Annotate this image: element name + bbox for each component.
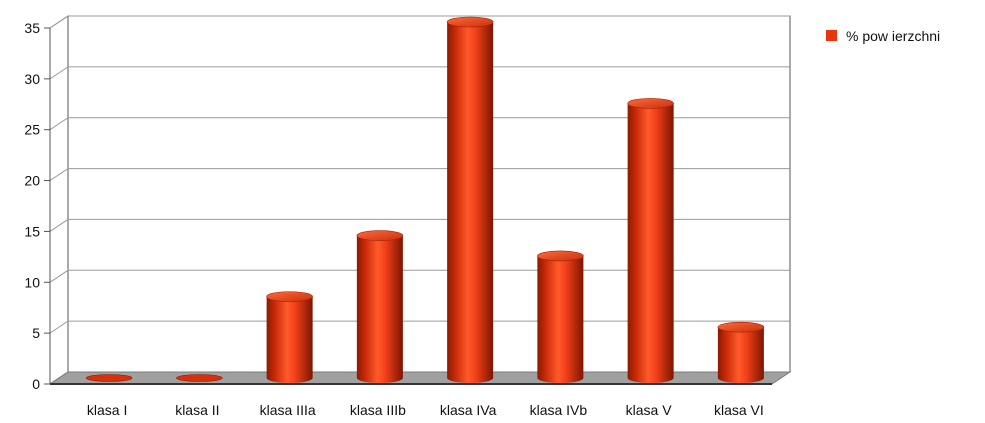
y-tick-label: 15 bbox=[24, 223, 40, 239]
bar-body bbox=[266, 296, 313, 383]
chart-floor bbox=[48, 28, 792, 385]
side-wall bbox=[49, 15, 69, 385]
y-tick-label: 0 bbox=[32, 376, 40, 392]
bar-top bbox=[446, 16, 494, 28]
bar bbox=[176, 374, 223, 382]
y-tick-label: 5 bbox=[32, 325, 40, 341]
x-tick-label: klasa IIIa bbox=[260, 402, 316, 418]
bar bbox=[266, 291, 313, 383]
y-tick-label: 20 bbox=[24, 173, 40, 189]
bar bbox=[356, 230, 404, 383]
bar-top bbox=[266, 291, 313, 302]
gridline bbox=[49, 117, 790, 131]
y-axis-ticks: 0 5 10 15 20 25 30 35 bbox=[24, 20, 50, 392]
gridline bbox=[49, 66, 790, 80]
bar-body bbox=[717, 327, 764, 383]
bar bbox=[627, 98, 674, 383]
x-tick-label: klasa I bbox=[87, 402, 127, 418]
gridline bbox=[49, 15, 790, 29]
bar-top bbox=[85, 374, 133, 382]
legend-swatch bbox=[826, 30, 837, 41]
x-tick-label: klasa VI bbox=[714, 402, 764, 418]
y-tick-label: 35 bbox=[24, 20, 40, 36]
bar-top bbox=[176, 374, 223, 382]
gridlines bbox=[49, 15, 790, 385]
gridline bbox=[49, 218, 790, 232]
bar bbox=[446, 16, 494, 383]
bar-top bbox=[356, 230, 404, 241]
x-axis-labels: klasa I klasa II klasa IIIa klasa IIIb klasa… bbox=[87, 402, 764, 418]
x-tick-label: klasa IIIb bbox=[350, 402, 406, 418]
bar-body bbox=[627, 103, 674, 383]
floor-plane bbox=[48, 371, 792, 385]
bar bbox=[717, 321, 765, 383]
bar-top bbox=[717, 321, 765, 333]
bar bbox=[537, 250, 584, 383]
bar-body bbox=[356, 235, 403, 383]
bar-top bbox=[627, 98, 674, 109]
bar-body bbox=[447, 22, 494, 383]
x-tick-label: klasa IVb bbox=[530, 402, 588, 418]
bar-top bbox=[537, 250, 584, 262]
bars bbox=[85, 16, 765, 383]
y-tick-label: 10 bbox=[24, 274, 40, 290]
bar-body bbox=[537, 255, 584, 383]
chart-walls bbox=[49, 15, 791, 385]
legend: % pow ierzchni bbox=[826, 28, 940, 44]
y-tick-label: 25 bbox=[24, 122, 40, 138]
x-tick-label: klasa V bbox=[626, 402, 673, 418]
legend-label: % pow ierzchni bbox=[846, 28, 940, 44]
gridline bbox=[49, 168, 790, 181]
y-tick-label: 30 bbox=[24, 71, 40, 87]
back-wall bbox=[67, 15, 791, 373]
x-tick-label: klasa II bbox=[175, 402, 219, 418]
bar bbox=[85, 374, 133, 382]
x-tick-label: klasa IVa bbox=[440, 402, 497, 418]
